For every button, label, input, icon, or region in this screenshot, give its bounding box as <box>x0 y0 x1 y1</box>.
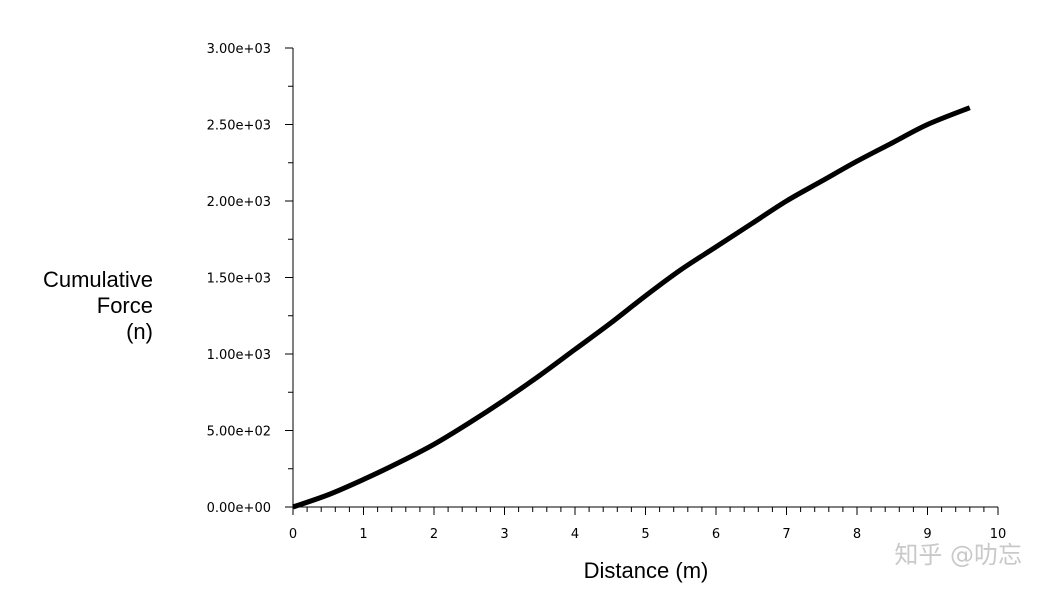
y-tick-label: 2.00e+03 <box>207 195 271 210</box>
series-line-0 <box>292 105 971 510</box>
x-tick-label: 8 <box>853 527 861 542</box>
y-tick-label: 2.50e+03 <box>207 119 271 134</box>
y-tick-label: 1.00e+03 <box>207 348 271 363</box>
watermark-text: 知乎 @叻忘 <box>894 541 1022 569</box>
x-axis-title: Distance (m) <box>584 558 709 583</box>
x-tick-label: 0 <box>289 527 297 542</box>
x-axis <box>292 506 999 515</box>
y-tick-label: 5.00e+02 <box>207 425 271 440</box>
x-tick-label: 2 <box>430 527 438 542</box>
y-axis-title-line-3: (n) <box>126 319 153 344</box>
y-tick-label: 3.00e+03 <box>207 42 271 57</box>
y-axis-title-line-2: Force <box>97 293 153 318</box>
series-group <box>292 105 971 510</box>
y-tick-label: 0.00e+00 <box>207 501 271 516</box>
x-tick-label: 5 <box>641 527 649 542</box>
x-tick-label: 9 <box>923 527 931 542</box>
x-tick-label: 3 <box>500 527 508 542</box>
x-tick-label: 10 <box>990 527 1007 542</box>
y-axis <box>285 47 294 508</box>
x-tick-label: 7 <box>782 527 790 542</box>
x-tick-label: 6 <box>712 527 720 542</box>
x-tick-label: 1 <box>359 527 367 542</box>
y-tick-labels: 0.00e+00 5.00e+02 1.00e+03 1.50e+03 2.00e+03… <box>207 42 271 516</box>
y-tick-label: 1.50e+03 <box>207 272 271 287</box>
x-tick-label: 4 <box>571 527 579 542</box>
x-tick-labels: 0 1 2 3 4 5 6 7 8 9 10 <box>289 527 1006 542</box>
y-axis-title-line-1: Cumulative <box>43 267 153 292</box>
